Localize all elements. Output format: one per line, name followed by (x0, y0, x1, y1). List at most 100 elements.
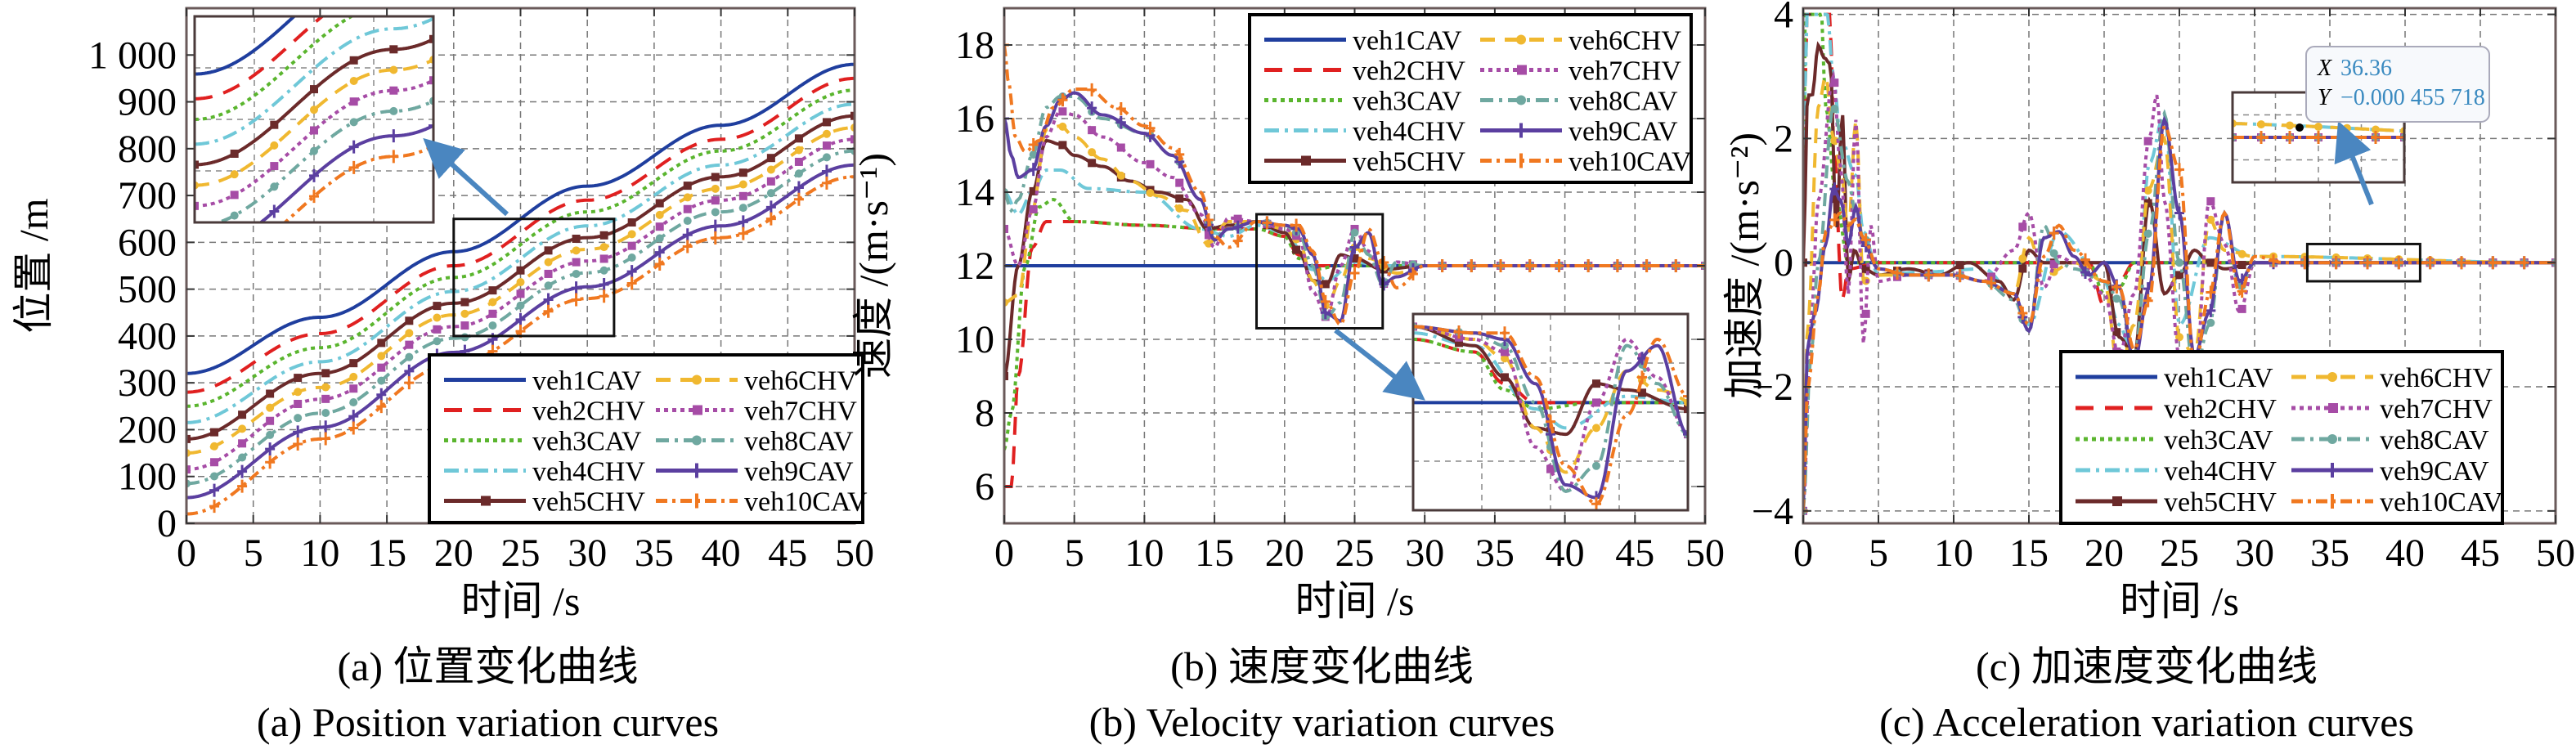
data-point (349, 76, 358, 85)
data-point (270, 162, 279, 171)
data-point (627, 230, 636, 239)
data-point (349, 56, 358, 65)
data-point (626, 265, 637, 279)
data-point (405, 316, 414, 325)
inset-frame (193, 15, 435, 224)
data-point (404, 376, 415, 390)
data-point (1233, 214, 1242, 223)
data-point (405, 352, 414, 361)
legend-marker-circle-icon (2327, 372, 2337, 382)
data-point (1350, 228, 1359, 237)
data-point (1174, 147, 1185, 161)
series-markers-veh9CAV (269, 119, 433, 218)
data-point (2175, 271, 2183, 280)
data-point (2206, 285, 2216, 299)
x-tick-label: 15 (2009, 531, 2049, 575)
y-tick-label: 6 (975, 465, 994, 509)
data-point (460, 309, 469, 318)
data-point (1058, 141, 1067, 150)
data-point (543, 293, 554, 307)
data-point (516, 266, 525, 275)
data-point (1501, 348, 1509, 357)
data-point (1029, 204, 1038, 213)
data-point (2313, 131, 2323, 144)
legend-label: veh3CAV (532, 427, 642, 457)
data-point (655, 210, 664, 219)
data-point (377, 376, 386, 385)
data-point (2143, 294, 2153, 307)
data-point (2257, 120, 2265, 129)
data-point (2112, 280, 2122, 294)
legend-label: veh6CHV (1568, 26, 1681, 56)
x-tick-label: 10 (1934, 531, 1973, 575)
legend-marker-square-icon (1301, 155, 1311, 166)
data-point (543, 304, 554, 318)
data-point (2394, 256, 2404, 270)
data-point (738, 168, 747, 177)
data-point (348, 160, 359, 174)
data-point (1204, 231, 1213, 240)
legend-marker-square-icon (481, 496, 491, 506)
legend-label: veh9CAV (2380, 456, 2489, 487)
legend-label: veh1CAV (532, 366, 642, 397)
data-point (1612, 259, 1622, 272)
data-point (2049, 260, 2058, 269)
x-axis-label: 时间 /s (1295, 578, 1415, 624)
data-point (349, 359, 358, 368)
data-point (655, 222, 664, 231)
data-point (683, 217, 692, 226)
data-point (1175, 178, 1184, 187)
legend-label: veh2CHV (2164, 394, 2277, 424)
data-point (1116, 171, 1125, 180)
data-point (294, 374, 303, 383)
x-tick-label: 0 (994, 531, 1014, 575)
data-point (1146, 159, 1155, 168)
data-point (209, 483, 220, 497)
data-point (209, 500, 220, 514)
data-point (186, 491, 191, 505)
series-markers-veh5CHV (195, 34, 433, 169)
data-point (1986, 276, 1996, 290)
x-tick-label: 35 (635, 531, 674, 575)
data-point (2425, 256, 2435, 270)
data-point (627, 241, 636, 250)
series-markers-veh7CHV (195, 76, 433, 210)
data-point (1524, 259, 1535, 272)
data-point (195, 201, 199, 210)
legend-label: veh7CHV (2380, 394, 2493, 424)
data-point (388, 150, 399, 164)
y-tick-label: 800 (118, 128, 177, 171)
data-point (1088, 126, 1097, 135)
data-point (2286, 121, 2294, 130)
x-tick-label: 40 (702, 531, 741, 575)
data-point (186, 434, 191, 443)
data-point (572, 269, 581, 278)
data-point (599, 277, 609, 291)
legend-label: veh3CAV (1353, 87, 1462, 117)
x-tick-label: 20 (434, 531, 473, 575)
data-point (195, 160, 199, 169)
data-point (238, 424, 247, 433)
x-tick-label: 25 (2160, 531, 2199, 575)
y-tick-label: 2 (1774, 117, 1793, 160)
data-point (321, 394, 330, 403)
y-tick-label: 16 (955, 97, 994, 141)
data-point (190, 265, 200, 278)
data-point (191, 222, 199, 231)
data-point (348, 140, 359, 154)
data-tip-x-value: 36.36 (2340, 56, 2392, 81)
data-point (516, 289, 525, 298)
data-point (1028, 163, 1039, 177)
data-point (310, 146, 318, 155)
legend-label: veh7CHV (1568, 56, 1681, 87)
data-point (572, 246, 581, 255)
data-point (1454, 325, 1464, 339)
y-axis-label: 位置 /m (11, 198, 56, 333)
legend-label: veh4CHV (1353, 117, 1465, 147)
legend-marker-circle-icon (692, 435, 702, 446)
data-point (237, 479, 248, 493)
data-point (238, 453, 247, 462)
legend-label: veh1CAV (2164, 363, 2273, 393)
data-point (488, 309, 497, 318)
